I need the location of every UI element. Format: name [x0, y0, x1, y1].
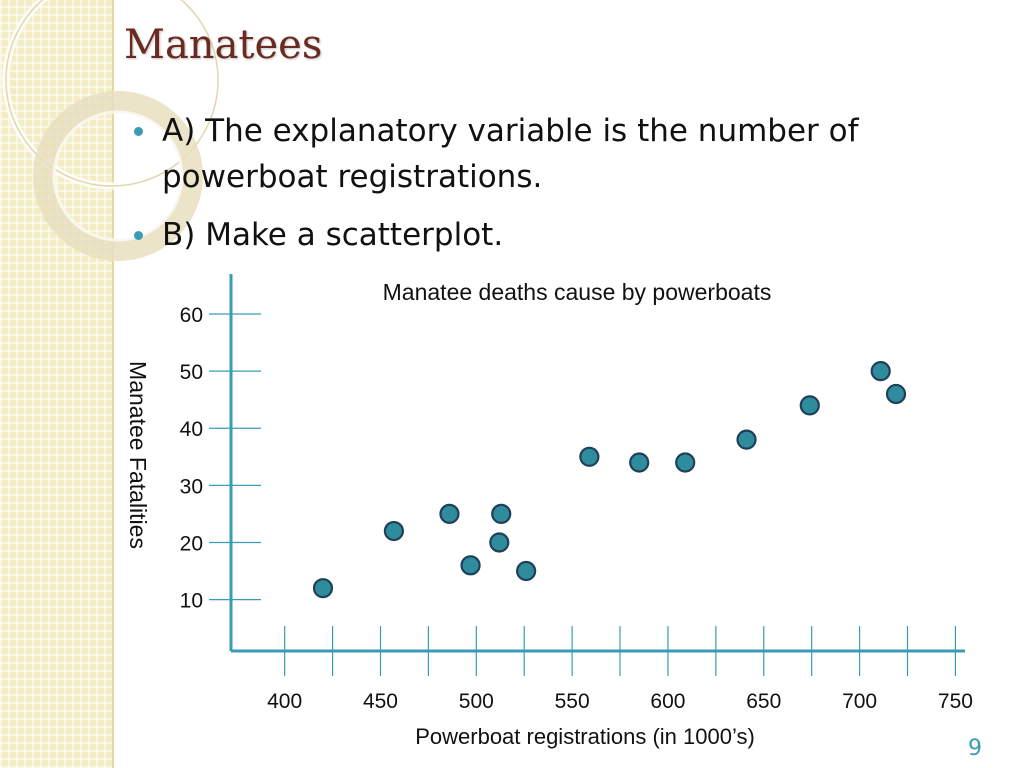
scatter-point: [383, 520, 404, 542]
slide-title: Manatees: [124, 22, 323, 68]
scatter-point: [799, 395, 820, 416]
scatter-point: [629, 452, 650, 473]
y-tick-label: 20: [180, 532, 203, 555]
scatter-point: [489, 532, 510, 553]
y-tick-label: 50: [180, 361, 203, 384]
x-tick-label: 400: [267, 690, 302, 713]
x-tick-label: 450: [363, 690, 398, 713]
scatter-point: [736, 429, 757, 450]
y-tick-label: 60: [180, 304, 203, 327]
scatter-point: [312, 578, 334, 599]
x-tick-label: 600: [650, 690, 685, 713]
bullet-item: A) The explanatory variable is the numbe…: [134, 108, 914, 200]
x-axis-label: Powerboat registrations (in 1000’s): [415, 724, 755, 749]
bullet-dot-icon: [134, 127, 143, 136]
x-tick-label: 750: [938, 690, 973, 713]
scatter-point: [439, 503, 460, 525]
scatter-point: [460, 555, 481, 576]
y-tick-label: 10: [180, 590, 203, 613]
y-tick-label: 30: [180, 475, 203, 498]
scatter-point: [516, 560, 537, 582]
y-axis-label: Manatee Fatalities: [125, 361, 151, 549]
scatter-point: [885, 383, 907, 405]
bullet-item: B) Make a scatterplot.: [134, 212, 914, 258]
bullet-dot-icon: [134, 231, 143, 240]
decorative-rings: [2, 0, 222, 261]
page-number: 9: [968, 736, 982, 761]
scatter-point: [491, 503, 512, 525]
x-tick-label: 550: [555, 690, 590, 713]
y-tick-label: 40: [180, 418, 203, 441]
x-tick-label: 700: [842, 690, 877, 713]
bullet-text: B) Make a scatterplot.: [162, 217, 504, 253]
x-tick-label: 500: [459, 690, 494, 713]
scatter-point: [675, 452, 696, 473]
chart-title: Manatee deaths cause by powerboats: [383, 279, 772, 305]
scatter-point: [579, 446, 600, 467]
scatter-point: [870, 361, 891, 382]
x-tick-label: 650: [746, 690, 781, 713]
bullet-text: A) The explanatory variable is the numbe…: [162, 113, 859, 195]
